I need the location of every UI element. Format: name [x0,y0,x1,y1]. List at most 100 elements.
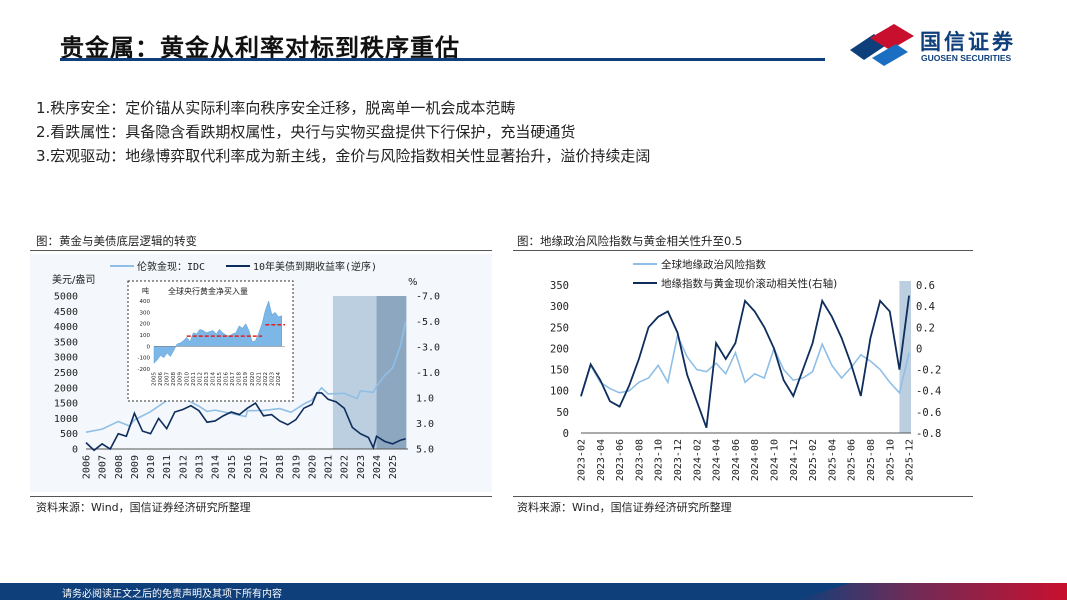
legend-label: 伦敦金现：IDC [137,260,205,273]
bullet-point: 1.秩序安全：定价锚从实际利率向秩序安全迁移，脱离单一机会成本范畴 [36,99,516,117]
y-left-tick: 0 [72,445,78,456]
inset-x-tick: 2012 [197,372,203,386]
inset-ylabel: 吨 [142,286,149,295]
inset-x-tick: 2015 [217,372,223,386]
y-right-tick: 5.0 [416,445,434,456]
x-tick: 2025-10 [885,439,896,481]
x-tick: 2019 [291,455,302,479]
x-tick: 2025 [388,455,399,479]
x-tick: 2014 [211,455,222,479]
y-right-axis-label: % [408,277,418,288]
y-right-tick: -0.4 [916,386,941,398]
inset-x-tick: 2006 [158,372,164,386]
x-tick: 2018 [275,455,286,479]
inset-x-tick: 2019 [243,372,249,386]
y-left-axis-label: 美元/盎司 [52,273,95,286]
inset-x-tick: 2013 [204,372,210,386]
x-tick: 2024-04 [712,439,723,481]
y-right-tick: -5.0 [416,317,440,328]
x-tick: 2023-06 [615,439,626,481]
series-gold-price-line [85,321,407,433]
legend-label: 全球地缘政治风险指数 [661,258,766,271]
y-left-tick: 500 [60,429,78,440]
y-left-tick: 150 [550,365,569,377]
inset-x-tick: 2009 [178,372,184,386]
y-right-tick: 3.0 [416,419,434,430]
gold-vs-treasury-chart: 伦敦金现：IDC 10年美债到期收益率(逆序) 美元/盎司% 5000 4500 4000… [30,254,492,492]
y-right-tick: 0.2 [916,322,935,334]
key-points: 1.秩序安全：定价锚从实际利率向秩序安全迁移，脱离单一机会成本范畴 2.看跌属性… [36,96,650,168]
inset-x-tick: 2007 [165,372,171,386]
bullet-point: 3.宏观驱动：地缘博弈取代利率成为新主线，金价与风险指数相关性显著抬升，溢价持续… [36,147,651,165]
inset-x-tick: 2011 [191,372,197,386]
y-left-tick: 3000 [54,353,78,364]
y-left-tick: 4500 [54,307,78,318]
inset-x-tick: 2024 [276,372,282,386]
x-tick: 2008 [114,455,125,479]
x-tick: 2023-10 [654,439,665,481]
footer-bar: 请务必阅读正文之后的免责声明及其项下所有内容 [0,583,1067,600]
x-tick: 2015 [227,455,238,479]
inset-x-tick: 2008 [171,372,177,386]
chart1-source: 资料来源：Wind，国信证券经济研究所整理 [36,501,251,514]
company-logo: 国信证券 GUOSEN SECURITIES [848,24,1028,68]
logo-text-cn: 国信证券 [920,30,1016,54]
x-tick: 2023-12 [673,439,684,481]
bullet-point: 2.看跌属性：具备隐含看跌期权属性，央行与实物买盘提供下行保护，充当硬通货 [36,123,576,141]
inset-x-tick: 2014 [210,372,216,386]
title-underline [60,58,825,61]
x-tick: 2025-12 [905,439,916,481]
y-right-tick: -7.0 [416,292,440,303]
x-tick: 2024-10 [769,439,780,481]
y-left-tick: 1000 [54,414,78,425]
series-risk-index-line [580,333,910,398]
y-right-tick: 0 [916,343,922,355]
inset-x-tick: 2005 [152,372,158,386]
x-tick: 2023-02 [577,439,588,481]
x-tick: 2020 [307,455,318,479]
x-tick: 2024-02 [692,439,703,481]
chart1-source-rule [30,496,492,497]
inset-y-tick: -200 [138,367,151,373]
inset-x-tick: 2022 [263,372,269,386]
inset-x-tick: 2021 [256,372,262,386]
x-tick: 2012 [178,455,189,479]
inset-x-tick: 2023 [269,372,275,386]
inset-y-tick: 300 [140,310,151,316]
inset-x-tick: 2016 [224,372,230,386]
y-left-tick: 350 [550,280,569,292]
inset-x-tick: 2018 [237,372,243,386]
x-tick: 2025-02 [808,439,819,481]
chart2-source-rule [513,496,973,497]
y-left-tick: 100 [550,386,569,398]
inset-y-tick: 0 [147,344,151,350]
x-tick: 2006 [82,455,93,479]
y-left-tick: 2000 [54,383,78,394]
x-tick: 2023 [356,455,367,479]
inset-y-tick: 400 [140,299,151,305]
legend-label: 地缘指数与黄金现价滚动相关性(右轴) [661,277,837,290]
x-tick: 2017 [259,455,270,479]
shaded-period [376,296,407,449]
y-left-tick: 300 [550,301,569,313]
x-tick: 2025-06 [847,439,858,481]
y-left-tick: 5000 [54,292,78,303]
y-right-tick: -1.0 [416,368,440,379]
y-left-tick: 3500 [54,337,78,348]
chart2-caption: 图：地缘政治风险指数与黄金相关性升至0.5 [517,234,743,248]
x-tick: 2025-04 [827,439,838,481]
x-tick: 2009 [130,455,141,479]
inset-y-tick: -100 [138,356,151,362]
y-right-tick: 0.6 [916,280,935,292]
x-tick: 2024 [372,455,383,479]
x-tick: 2025-08 [866,439,877,481]
x-tick: 2013 [194,455,205,479]
x-tick: 2007 [98,455,109,479]
x-tick: 2023-08 [634,439,645,481]
chart1-caption-rule [30,250,492,251]
y-left-tick: 0 [563,428,569,440]
inset-x-tick: 2017 [230,372,236,386]
geopolitical-risk-chart: 全球地缘政治风险指数 地缘指数与黄金现价滚动相关性(右轴) 350 300 250 200… [513,254,973,492]
inset-title: 全球央行黄金净买入量 [168,286,248,296]
